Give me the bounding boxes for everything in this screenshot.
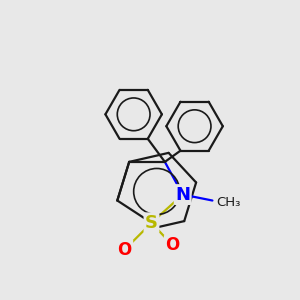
- Text: N: N: [175, 186, 190, 204]
- Text: CH₃: CH₃: [216, 196, 240, 208]
- Text: O: O: [118, 241, 132, 259]
- Text: O: O: [165, 236, 179, 254]
- Text: S: S: [145, 214, 158, 232]
